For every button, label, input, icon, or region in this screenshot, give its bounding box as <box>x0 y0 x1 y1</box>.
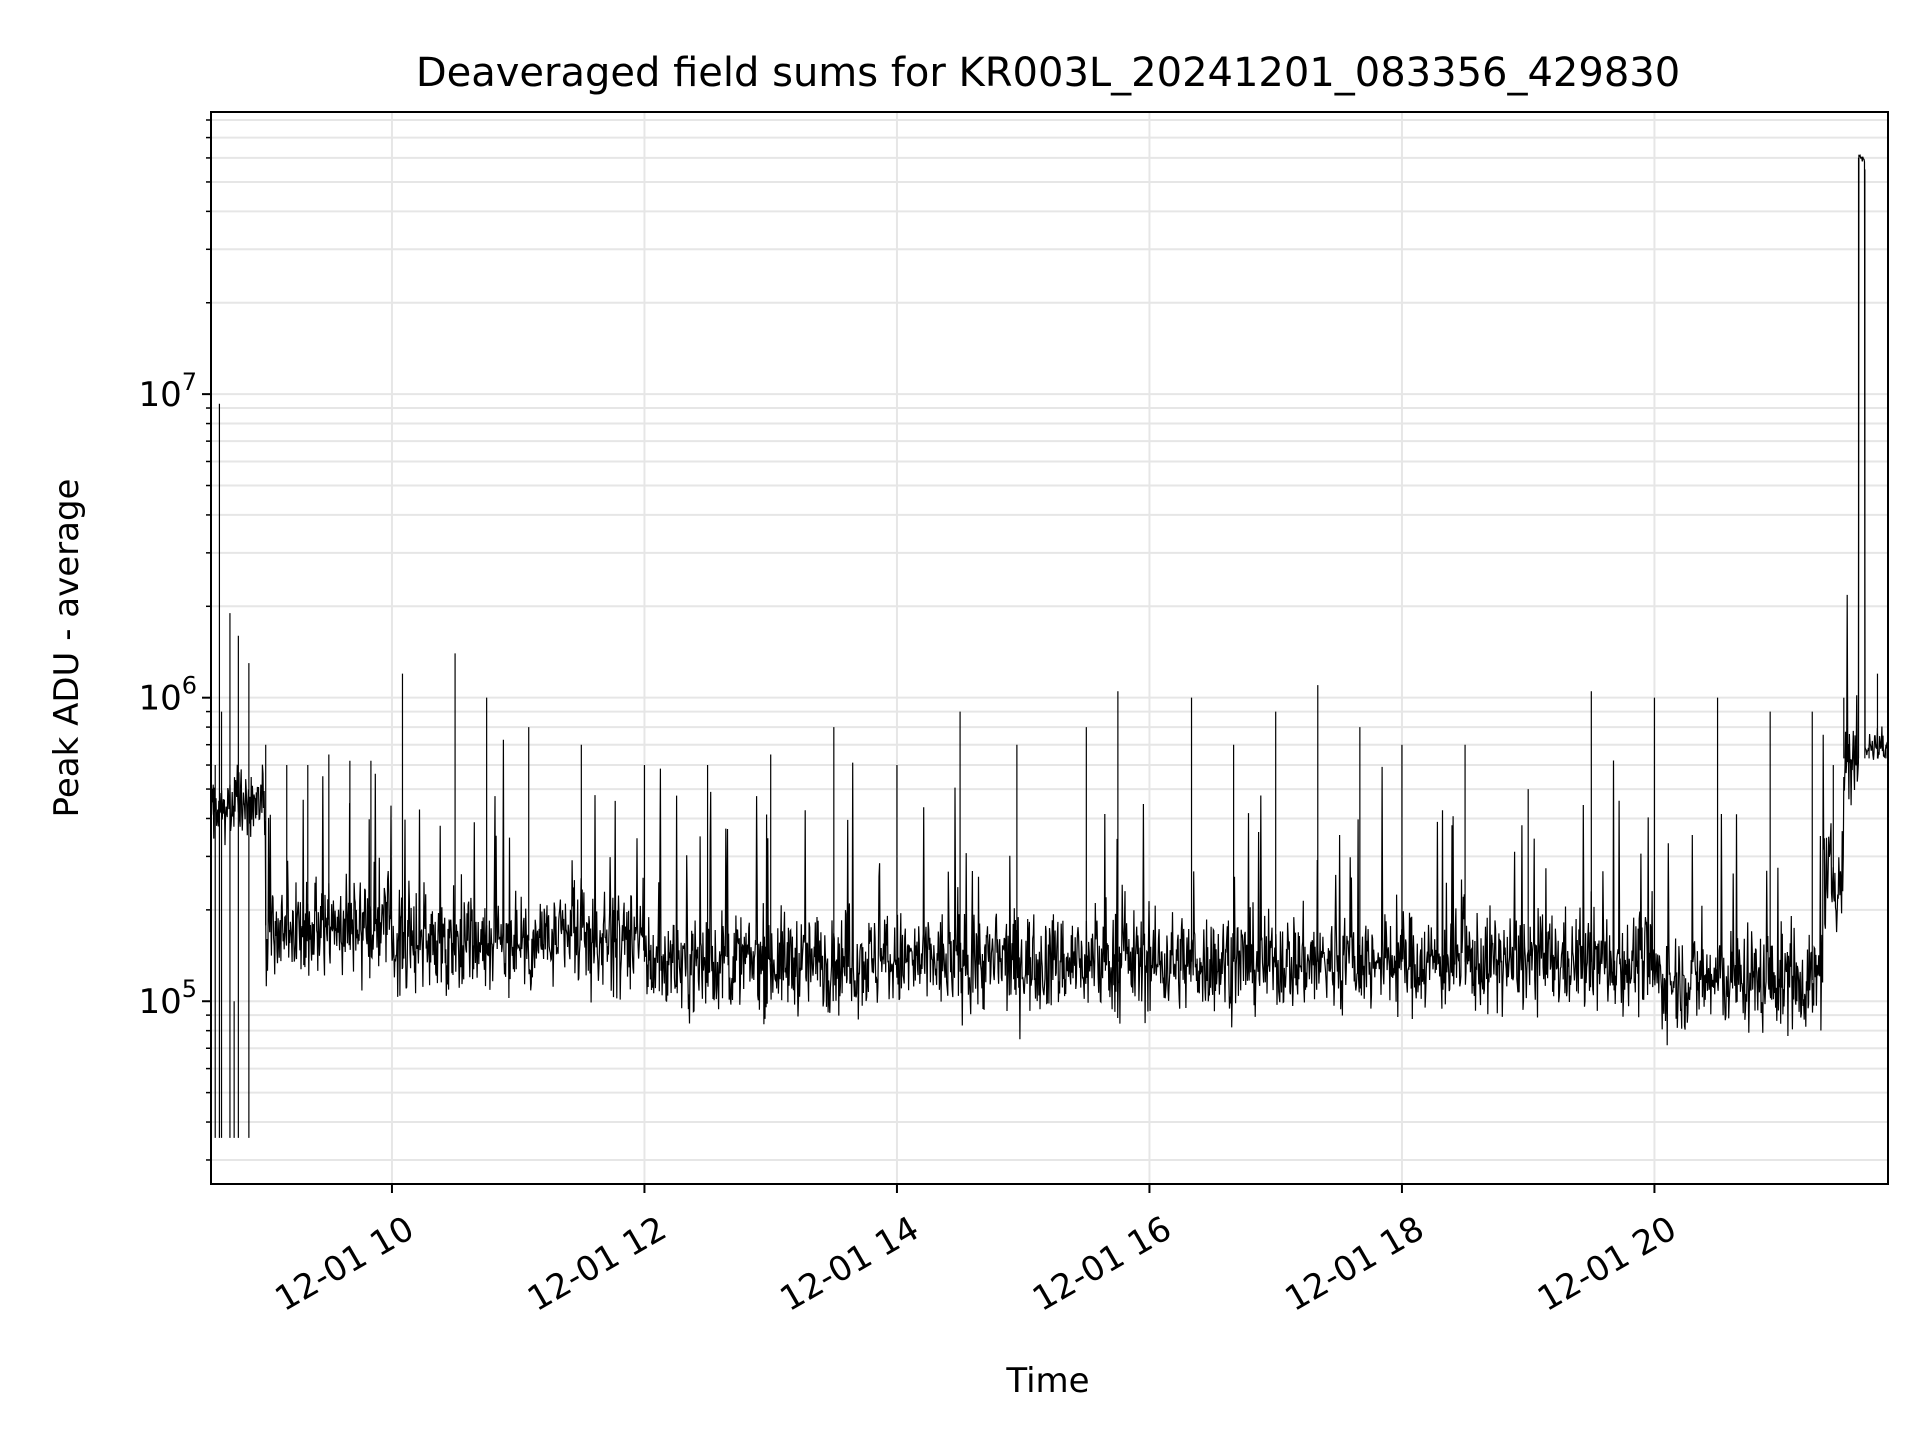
chart-title: Deaveraged field sums for KR003L_2024120… <box>416 50 1680 96</box>
x-tick-label: 12-01 12 <box>521 1209 673 1320</box>
x-tick-label: 12-01 14 <box>773 1209 925 1320</box>
plot-frame <box>210 111 1889 1185</box>
x-tick-label: 12-01 18 <box>1278 1209 1430 1320</box>
grid-lines <box>211 112 1888 1184</box>
x-tick-label: 12-01 10 <box>268 1209 420 1320</box>
x-tick-label: 12-01 20 <box>1531 1209 1683 1320</box>
y-tick-label: 105 <box>138 975 197 1022</box>
y-axis-label: Peak ADU - average <box>47 479 87 818</box>
x-tick-label: 12-01 16 <box>1026 1209 1178 1320</box>
y-tick-label: 107 <box>138 368 197 415</box>
tick-layer: 12-01 10 12-01 12 12-01 14 12-01 16 12-01 18… <box>138 119 1683 1320</box>
series-line <box>210 154 1889 1046</box>
y-tick-label: 106 <box>138 672 197 719</box>
x-axis-label: Time <box>1005 1361 1089 1401</box>
